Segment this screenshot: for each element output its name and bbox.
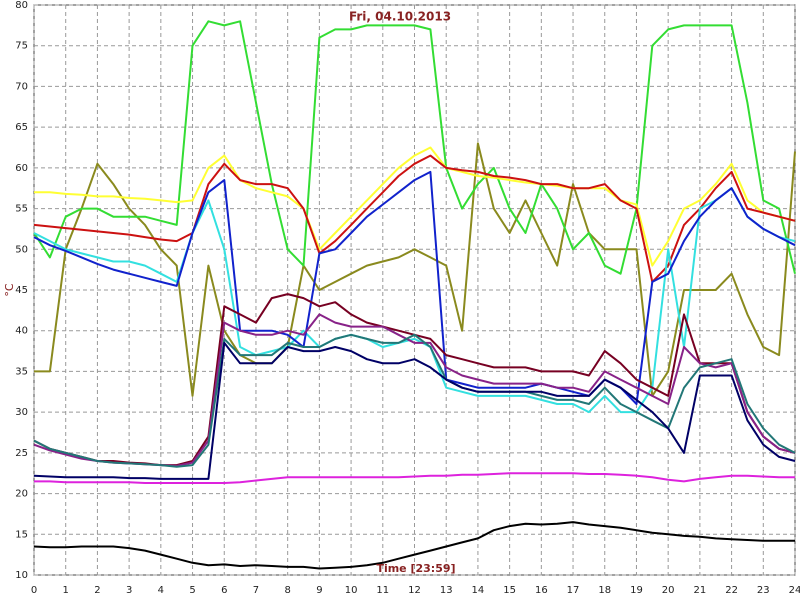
- x-tick-label: 6: [221, 585, 227, 596]
- series-line: [34, 142, 796, 397]
- series-line: [34, 472, 795, 484]
- y-tick-label: 20: [15, 489, 28, 500]
- y-tick-label: 10: [15, 570, 28, 581]
- y-tick-label: 75: [15, 41, 28, 52]
- x-tick-label: 7: [253, 585, 259, 596]
- y-tick-label: 40: [15, 326, 28, 337]
- x-tick-label: 16: [535, 585, 548, 596]
- x-tick-label: 21: [694, 585, 707, 596]
- series-line: [33, 187, 796, 414]
- x-tick-label: 14: [472, 585, 485, 596]
- x-tick-label: 5: [189, 585, 195, 596]
- x-tick-label: 11: [376, 585, 389, 596]
- x-tick-label: 1: [63, 585, 69, 596]
- y-axis-label: °C: [3, 283, 16, 297]
- x-tick-label: 0: [31, 585, 37, 596]
- x-tick-label: 3: [126, 585, 132, 596]
- x-tick-label: 12: [408, 585, 421, 596]
- chart-title: Fri, 04.10.2013: [349, 10, 451, 24]
- x-tick-label: 13: [440, 585, 453, 596]
- y-tick-label: 65: [15, 122, 28, 133]
- y-tick-label: 70: [15, 81, 28, 92]
- y-tick-label: 15: [15, 529, 28, 540]
- x-tick-label: 20: [662, 585, 675, 596]
- y-tick-label: 30: [15, 407, 28, 418]
- series-line: [33, 341, 796, 480]
- x-annotation: Time [23:59]: [376, 562, 455, 575]
- x-tick-label: 9: [316, 585, 322, 596]
- x-tick-label: 10: [345, 585, 358, 596]
- series-line: [33, 170, 796, 405]
- lines: [33, 20, 796, 570]
- series-line: [33, 20, 796, 275]
- series-line: [33, 154, 796, 283]
- y-tick-label: 25: [15, 448, 28, 459]
- series-line: [33, 521, 795, 570]
- y-tick-label: 35: [15, 366, 28, 377]
- x-tick-label: 22: [725, 585, 738, 596]
- x-tick-label: 2: [94, 585, 100, 596]
- x-tick-label: 24: [789, 585, 800, 596]
- x-tick-label: 15: [503, 585, 516, 596]
- x-tick-label: 19: [630, 585, 643, 596]
- x-tick-label: 8: [284, 585, 290, 596]
- x-tick-label: 23: [757, 585, 770, 596]
- y-tick-label: 50: [15, 244, 28, 255]
- y-tick-label: 55: [15, 204, 28, 215]
- y-tick-label: 60: [15, 163, 28, 174]
- series-line: [34, 146, 796, 267]
- x-tick-label: 18: [598, 585, 611, 596]
- y-tick-label: 45: [15, 285, 28, 296]
- x-tick-label: 17: [567, 585, 580, 596]
- y-tick-label: 80: [15, 0, 28, 11]
- x-tick-label: 4: [158, 585, 164, 596]
